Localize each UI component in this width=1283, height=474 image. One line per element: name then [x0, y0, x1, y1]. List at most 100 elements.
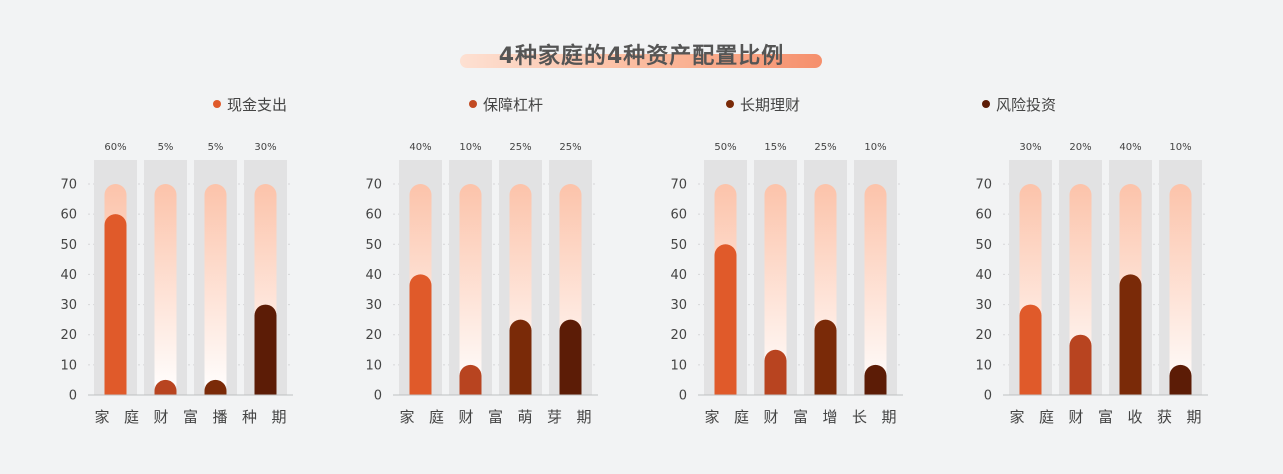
data-label: 60% [104, 142, 126, 153]
y-tick-label: 10 [670, 358, 687, 373]
x-tick-label: 财 [458, 408, 473, 426]
x-tick-label: 庭 [124, 408, 139, 426]
bar-track [204, 184, 227, 395]
y-tick-label: 30 [975, 298, 992, 313]
y-tick-label: 10 [365, 358, 382, 373]
bar [409, 274, 432, 395]
x-tick-label: 芽 [547, 408, 562, 426]
y-tick-label: 50 [975, 238, 992, 253]
data-label: 5% [208, 142, 224, 153]
legend-label: 长期理财 [740, 96, 801, 114]
bar [814, 319, 837, 395]
legend-dot [982, 99, 990, 108]
x-tick-label: 庭 [429, 408, 444, 426]
data-label: 25% [559, 142, 581, 153]
data-label: 40% [1119, 142, 1141, 153]
y-tick-label: 0 [984, 389, 992, 404]
data-label: 30% [254, 142, 276, 153]
bar-track [154, 184, 177, 395]
x-tick-label: 富 [488, 408, 503, 426]
x-tick-label: 期 [271, 408, 286, 426]
x-tick-label: 家 [399, 408, 414, 426]
x-tick-label: 期 [576, 408, 591, 426]
bar [154, 379, 177, 395]
y-tick-label: 0 [69, 389, 77, 404]
x-tick-label: 富 [183, 408, 198, 426]
y-tick-label: 0 [374, 389, 382, 404]
y-tick-label: 70 [975, 178, 992, 193]
x-tick-label: 庭 [1039, 408, 1054, 426]
data-label: 10% [459, 142, 481, 153]
legend-item-cash: 现金支出 [213, 94, 287, 114]
bar [864, 364, 887, 395]
x-tick-label: 萌 [517, 408, 532, 426]
data-label: 25% [814, 142, 836, 153]
y-tick-label: 30 [365, 298, 382, 313]
chart-panel-3: 50% 15% 25% 10% 0 10 20 30 40 50 60 70 家庭财富增长期 [670, 142, 903, 426]
data-label: 40% [409, 142, 431, 153]
bar-track [459, 184, 482, 395]
legend-label: 风险投资 [996, 96, 1057, 114]
bar [764, 349, 787, 395]
y-tick-label: 60 [60, 208, 77, 223]
data-label: 25% [509, 142, 531, 153]
x-tick-label: 财 [1068, 408, 1083, 426]
data-label: 10% [864, 142, 886, 153]
y-tick-label: 50 [60, 238, 77, 253]
x-tick-label: 播 [212, 408, 227, 426]
x-tick-label: 家 [1009, 408, 1024, 426]
y-tick-label: 20 [975, 328, 992, 343]
bar [254, 304, 277, 395]
y-tick-label: 50 [670, 238, 687, 253]
bar [559, 319, 582, 395]
legend-label: 保障杠杆 [483, 96, 544, 114]
data-label: 15% [764, 142, 786, 153]
bar [1019, 304, 1042, 395]
legend-label: 现金支出 [227, 96, 288, 114]
x-tick-label: 增 [822, 408, 837, 426]
bar [104, 214, 127, 395]
data-label: 5% [158, 142, 174, 153]
data-label: 20% [1069, 142, 1091, 153]
legend-item-insurance: 保障杠杆 [469, 94, 543, 114]
y-tick-label: 0 [679, 389, 687, 404]
x-tick-label: 财 [153, 408, 168, 426]
legend-dot [726, 99, 734, 108]
x-tick-label: 期 [881, 408, 896, 426]
x-tick-label: 富 [1098, 408, 1113, 426]
y-tick-label: 20 [60, 328, 77, 343]
legend-item-risk: 风险投资 [982, 94, 1056, 114]
y-tick-label: 70 [670, 178, 687, 193]
x-tick-label: 获 [1157, 408, 1172, 426]
x-tick-label: 家 [94, 408, 109, 426]
y-tick-label: 70 [365, 178, 382, 193]
x-tick-label: 期 [1186, 408, 1201, 426]
legend-dot [469, 99, 477, 108]
bar [204, 379, 227, 395]
y-tick-label: 30 [60, 298, 77, 313]
x-tick-label: 收 [1127, 408, 1142, 426]
page-title: 4种家庭的4种资产配置比例 [498, 44, 785, 69]
y-tick-label: 50 [365, 238, 382, 253]
y-tick-label: 60 [670, 208, 687, 223]
legend-item-longterm: 长期理财 [726, 94, 800, 114]
data-label: 30% [1019, 142, 1041, 153]
bar-track [764, 184, 787, 395]
x-tick-label: 财 [763, 408, 778, 426]
y-tick-label: 70 [60, 178, 77, 193]
bar [459, 364, 482, 395]
chart-title-area: 4种家庭的4种资产配置比例 [0, 38, 1283, 78]
bar [1069, 334, 1092, 395]
x-tick-label: 种 [242, 408, 257, 426]
bar-track [1169, 184, 1192, 395]
bar [714, 244, 737, 395]
bar [1119, 274, 1142, 395]
chart-panel-1: 60% 5% 5% 30% 0 10 20 30 40 50 60 70 家庭财富播种期 [60, 142, 293, 426]
x-tick-label: 富 [793, 408, 808, 426]
y-tick-label: 40 [670, 268, 687, 283]
bar [509, 319, 532, 395]
y-tick-label: 60 [975, 208, 992, 223]
title-highlight-bar [460, 54, 822, 68]
bar-track [864, 184, 887, 395]
